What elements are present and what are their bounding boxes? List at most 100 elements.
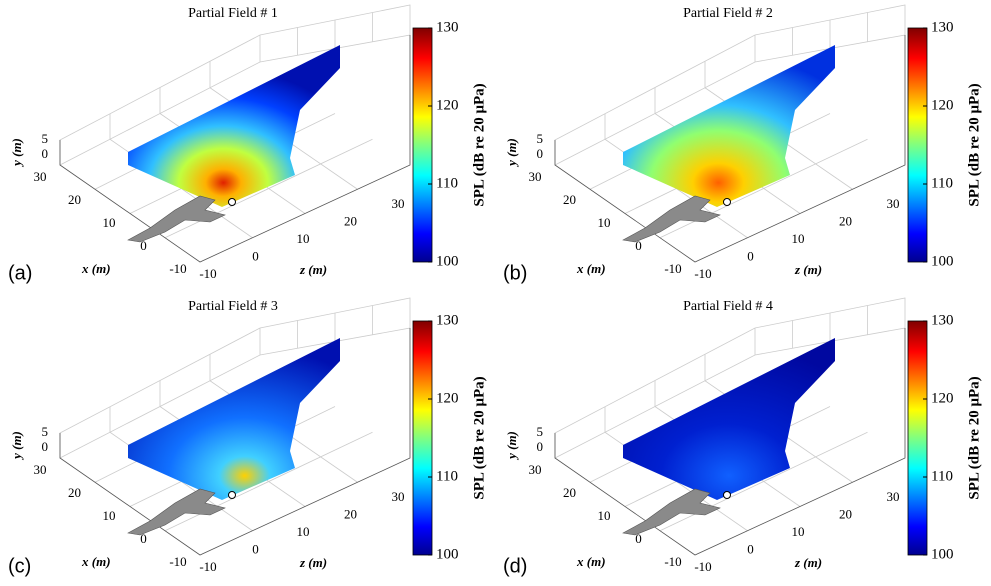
axis-edges <box>554 35 906 263</box>
x-tick-label: -10 <box>169 554 186 569</box>
colorbar-tick-label: 100 <box>436 253 459 269</box>
colorbar-tick-label: 110 <box>931 468 953 484</box>
field-surface <box>623 45 835 207</box>
colorbar-tick-label: 120 <box>436 97 459 113</box>
z-tick-label: 20 <box>839 213 852 228</box>
panel: Partial Field # 1 (a) x (m) z (m) y (m) -10 0 1… <box>8 4 487 284</box>
source-marker <box>228 491 236 499</box>
colorbar <box>907 320 928 556</box>
x-tick-label: 10 <box>103 215 116 230</box>
z-tick-label: 30 <box>392 196 405 211</box>
x-tick-label: -10 <box>664 554 681 569</box>
z-tick-label: 20 <box>839 506 852 521</box>
colorbar-tick-label: 120 <box>931 390 954 406</box>
x-tick-label: 30 <box>529 462 542 477</box>
x-tick-label: 20 <box>68 485 81 500</box>
z-tick-label: -10 <box>199 266 216 281</box>
colorbar-tick-label: 110 <box>931 175 953 191</box>
colorbar-tick-label: 110 <box>436 468 458 484</box>
axis-label: x (m) <box>576 261 606 276</box>
axis-label: y (m) <box>504 431 519 461</box>
colorbar <box>412 27 433 263</box>
field-surface <box>128 45 340 207</box>
x-tick-label: 0 <box>635 238 642 253</box>
colorbar <box>412 320 433 556</box>
axis-edges <box>59 328 411 556</box>
axis-edges <box>59 35 411 263</box>
colorbar-tick-label: 100 <box>436 546 459 562</box>
panel-title: Partial Field # 4 <box>683 299 773 314</box>
y-tick-label: 0 <box>537 146 544 161</box>
axis-edges <box>554 328 906 556</box>
axis-label: x (m) <box>81 554 111 569</box>
panel: Partial Field # 2 (b) x (m) z (m) y (m) -10 0 1… <box>503 4 982 284</box>
y-tick-label: 0 <box>537 439 544 454</box>
colorbar-tick-label: 130 <box>931 312 954 328</box>
x-tick-label: 30 <box>34 462 47 477</box>
colorbar-label: SPL (dB re 20 μPa) <box>966 376 982 499</box>
z-tick-label: -10 <box>199 559 216 574</box>
z-tick-label: 20 <box>344 213 357 228</box>
y-tick-label: 0 <box>42 439 49 454</box>
source-marker <box>228 198 236 206</box>
colorbar-tick-label: 100 <box>931 546 954 562</box>
z-tick-label: 0 <box>747 541 754 556</box>
x-tick-label: 30 <box>529 169 542 184</box>
z-tick-label: 20 <box>344 506 357 521</box>
aircraft <box>622 195 721 243</box>
z-tick-label: 0 <box>747 248 754 263</box>
axis-label: y (m) <box>9 431 24 461</box>
axis-label: z (m) <box>299 262 327 277</box>
x-tick-label: 10 <box>598 215 611 230</box>
colorbar-label: SPL (dB re 20 μPa) <box>966 83 982 206</box>
colorbar-tick-label: 100 <box>931 253 954 269</box>
z-tick-label: -10 <box>694 559 711 574</box>
x-tick-label: 20 <box>563 485 576 500</box>
colorbar-tick-label: 120 <box>436 390 459 406</box>
axis-label: y (m) <box>504 138 519 168</box>
colorbar <box>907 27 928 263</box>
y-tick-label: 0 <box>42 146 49 161</box>
y-tick-label: 5 <box>537 424 544 439</box>
aircraft <box>127 488 226 536</box>
colorbar-tick-label: 130 <box>436 312 459 328</box>
axis-label: z (m) <box>794 555 822 570</box>
axis-label: x (m) <box>576 554 606 569</box>
y-tick-label: 5 <box>42 424 49 439</box>
z-tick-label: 0 <box>252 541 259 556</box>
panel-title: Partial Field # 2 <box>683 6 773 21</box>
source-marker <box>723 491 731 499</box>
panel-title: Partial Field # 3 <box>188 299 278 314</box>
panel: Partial Field # 3 (c) x (m) z (m) y (m) -10 0 1… <box>8 297 487 577</box>
z-tick-label: -10 <box>694 266 711 281</box>
aircraft <box>127 195 226 243</box>
x-tick-label: 0 <box>635 531 642 546</box>
x-tick-label: -10 <box>169 261 186 276</box>
z-tick-label: 10 <box>792 524 805 539</box>
z-tick-label: 10 <box>297 231 310 246</box>
x-tick-label: 20 <box>68 192 81 207</box>
y-tick-label: 5 <box>42 131 49 146</box>
panel-label: (a) <box>8 262 32 284</box>
panel-label: (c) <box>8 555 31 577</box>
source-marker <box>723 198 731 206</box>
colorbar-tick-label: 130 <box>436 19 459 35</box>
panel-label: (b) <box>503 262 527 284</box>
colorbar-tick-label: 110 <box>436 175 458 191</box>
panel: Partial Field # 4 (d) x (m) z (m) y (m) -10 0 1… <box>503 297 982 577</box>
x-tick-label: 0 <box>140 531 147 546</box>
x-tick-label: 20 <box>563 192 576 207</box>
field-surface <box>128 338 340 500</box>
x-tick-label: -10 <box>664 261 681 276</box>
x-tick-label: 10 <box>598 508 611 523</box>
axis-label: z (m) <box>794 262 822 277</box>
z-tick-label: 10 <box>297 524 310 539</box>
colorbar-tick-label: 130 <box>931 19 954 35</box>
axis-label: x (m) <box>81 261 111 276</box>
z-tick-label: 30 <box>392 489 405 504</box>
x-tick-label: 30 <box>34 169 47 184</box>
z-tick-label: 10 <box>792 231 805 246</box>
axis-label: z (m) <box>299 555 327 570</box>
colorbar-tick-label: 120 <box>931 97 954 113</box>
